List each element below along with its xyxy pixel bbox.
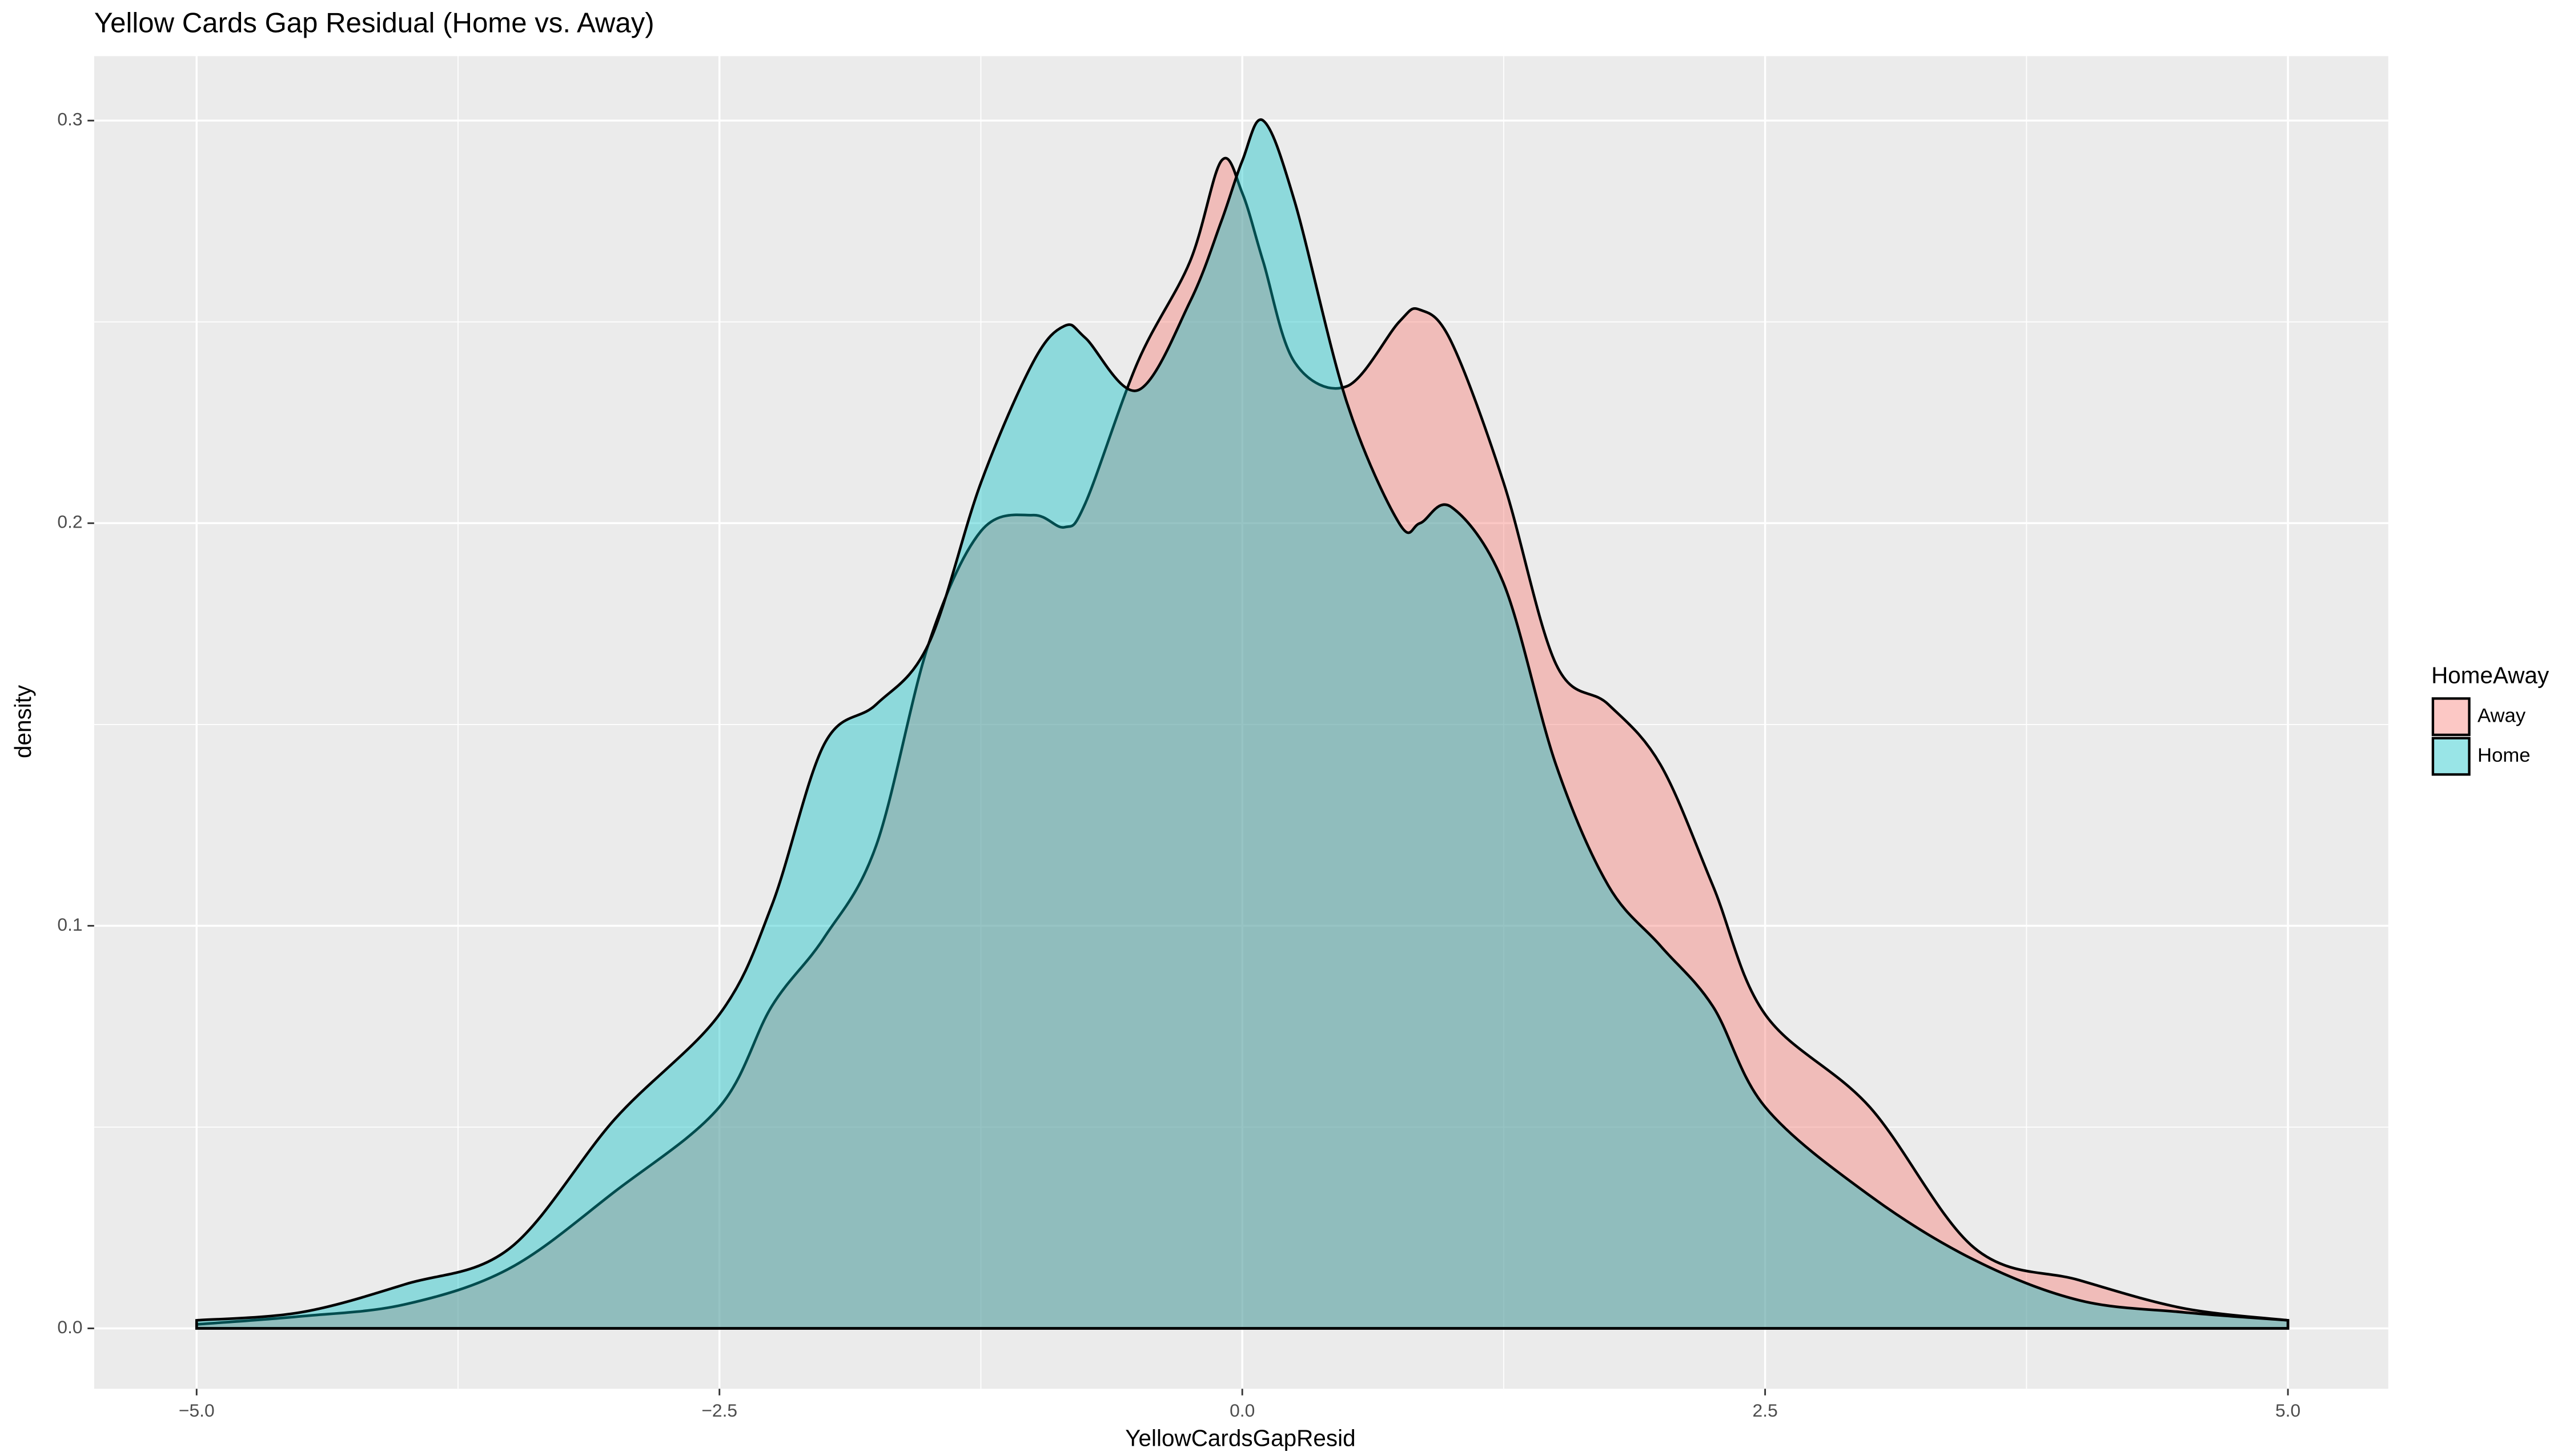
x-tick-label: 5.0: [2275, 1400, 2300, 1421]
legend-key: [2431, 697, 2471, 737]
x-tick-label: 2.5: [1753, 1400, 1778, 1421]
grid: [94, 56, 2388, 1389]
legend-key: [2431, 737, 2471, 776]
legend-label: Away: [2477, 705, 2526, 726]
legend-label: Home: [2477, 745, 2531, 766]
x-tick-label: −2.5: [701, 1400, 737, 1421]
x-tick-label: −5.0: [179, 1400, 215, 1421]
y-tick-label: 0.3: [57, 109, 82, 130]
plot-panel: [94, 56, 2388, 1389]
density-area: [195, 156, 2290, 1330]
y-tick-label: 0.2: [57, 512, 82, 532]
x-tick-label: 0.0: [1230, 1400, 1255, 1421]
density-area: [195, 118, 2290, 1330]
legend-title: HomeAway: [2431, 662, 2549, 688]
y-axis-label: density: [10, 685, 36, 758]
y-tick-label: 0.1: [57, 914, 82, 935]
x-axis-label: YellowCardsGapResid: [1125, 1425, 1355, 1451]
y-tick-label: 0.0: [57, 1317, 82, 1337]
marks: [195, 118, 2290, 1330]
chart-title: Yellow Cards Gap Residual (Home vs. Away…: [94, 7, 654, 38]
